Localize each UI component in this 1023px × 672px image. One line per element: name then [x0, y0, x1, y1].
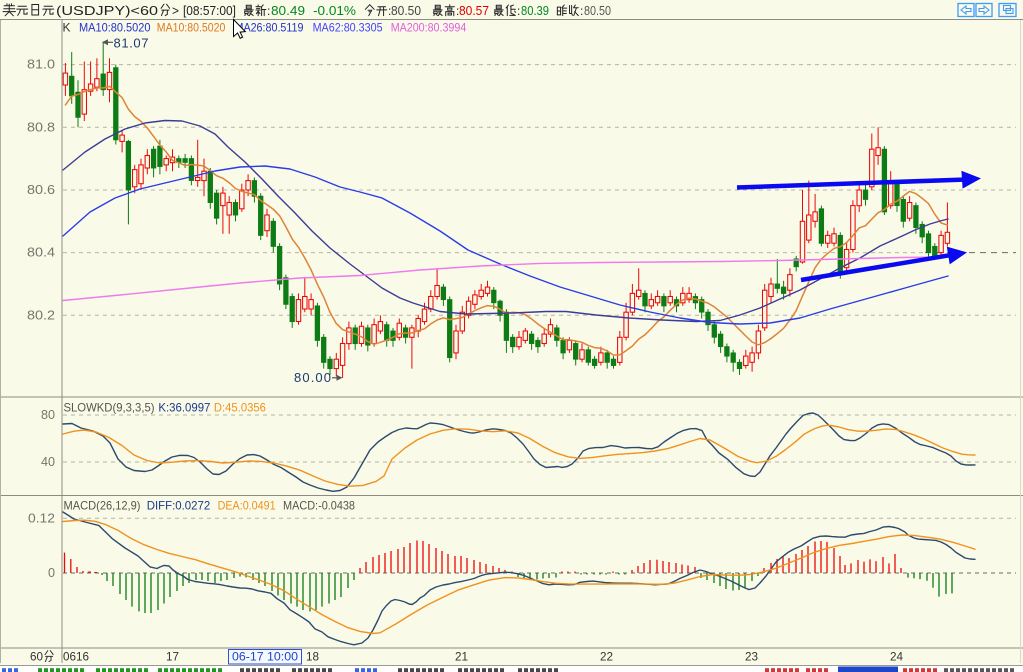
svg-text:24: 24: [890, 650, 903, 664]
svg-text:81.0: 81.0: [27, 58, 55, 72]
svg-text:81.07: 81.07: [114, 36, 149, 51]
svg-text::: :: [517, 4, 520, 18]
svg-text:MA26:80.5119: MA26:80.5119: [235, 21, 304, 35]
svg-text:MA10:80.5020: MA10:80.5020: [157, 21, 226, 35]
svg-text:60: 60: [30, 650, 43, 664]
svg-text:MACD(26,12,9): MACD(26,12,9): [64, 499, 141, 513]
svg-text:80.6: 80.6: [27, 183, 55, 197]
svg-text:80.50: 80.50: [391, 4, 421, 18]
svg-text:80: 80: [41, 408, 55, 422]
svg-text:23: 23: [745, 650, 758, 664]
svg-text:>: >: [172, 4, 179, 18]
svg-text:17: 17: [166, 650, 179, 664]
svg-text:0.12: 0.12: [28, 511, 55, 525]
svg-text:0616: 0616: [63, 650, 89, 664]
svg-text:80.8: 80.8: [27, 120, 55, 134]
svg-text:MA200:80.3994: MA200:80.3994: [391, 21, 467, 35]
svg-text:0: 0: [48, 566, 55, 580]
svg-text:80.49: 80.49: [271, 4, 305, 18]
svg-text:06-17 10:00: 06-17 10:00: [232, 650, 298, 664]
svg-text:D:45.0356: D:45.0356: [214, 401, 266, 415]
svg-text:DEA:0.0491: DEA:0.0491: [218, 499, 276, 513]
svg-text:K:36.0997: K:36.0997: [158, 401, 210, 415]
svg-text:80.2: 80.2: [27, 308, 55, 322]
svg-text:22: 22: [600, 650, 613, 664]
svg-text:MA10:80.5020: MA10:80.5020: [79, 21, 151, 35]
svg-text:40: 40: [41, 455, 55, 469]
svg-text:80.4: 80.4: [27, 246, 55, 260]
svg-text:-0.01%: -0.01%: [313, 4, 356, 18]
svg-text:80.57: 80.57: [459, 4, 489, 18]
svg-text::: :: [267, 4, 270, 18]
svg-text:MA62:80.3305: MA62:80.3305: [313, 21, 383, 35]
svg-text::: :: [388, 4, 391, 18]
svg-text:80.00: 80.00: [294, 370, 331, 385]
svg-text:DIFF:0.0272: DIFF:0.0272: [147, 499, 211, 513]
svg-text:MACD:-0.0438: MACD:-0.0438: [283, 499, 355, 513]
svg-text:K: K: [63, 21, 71, 35]
svg-text::: :: [456, 4, 459, 18]
svg-text:(USDJPY)<60: (USDJPY)<60: [56, 4, 158, 18]
svg-text:21: 21: [455, 650, 468, 664]
svg-text:18: 18: [306, 650, 319, 664]
svg-text:80.50: 80.50: [584, 4, 611, 18]
svg-text:SLOWKD(9,3,3,5): SLOWKD(9,3,3,5): [64, 401, 155, 415]
svg-text::: :: [580, 4, 583, 18]
svg-text:80.39: 80.39: [521, 4, 549, 18]
svg-text:[08:57:00]: [08:57:00]: [183, 4, 236, 18]
